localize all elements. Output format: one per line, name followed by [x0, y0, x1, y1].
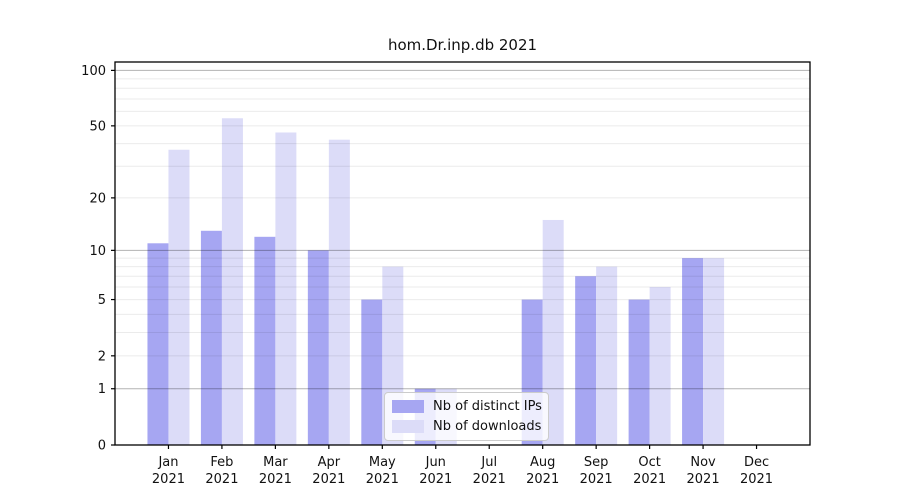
x-tick-label-year: 2021: [687, 472, 720, 487]
bar-distinct-ips: [200, 230, 222, 445]
x-tick-label-year: 2021: [633, 472, 666, 487]
y-tick-label: 50: [89, 119, 106, 134]
bar-distinct-ips: [575, 276, 597, 445]
legend-swatch-downloads: [392, 420, 424, 433]
x-tick-label-month: Nov: [690, 455, 716, 470]
bar-downloads: [221, 118, 243, 446]
bar-downloads: [328, 139, 350, 445]
chart-title: hom.Dr.inp.db 2021: [387, 36, 538, 54]
legend-label-distinct-ips: Nb of distinct IPs: [433, 399, 542, 414]
bar-downloads: [703, 258, 725, 445]
bar-downloads: [168, 149, 190, 446]
bar-downloads: [542, 219, 564, 445]
y-tick-label: 5: [98, 293, 106, 308]
x-tick-label-month: Aug: [530, 455, 555, 470]
x-tick-label-month: Jul: [480, 455, 497, 470]
x-tick-label-year: 2021: [740, 472, 773, 487]
legend-label-downloads: Nb of downloads: [433, 419, 542, 434]
bar-downloads: [649, 287, 671, 445]
y-tick-label: 20: [89, 191, 106, 206]
legend-row-distinct-ips: Nb of distinct IPs: [392, 398, 542, 415]
bar-downloads: [596, 266, 618, 445]
x-tick-label-year: 2021: [259, 472, 292, 487]
x-tick-label-year: 2021: [205, 472, 238, 487]
y-tick-label: 10: [89, 244, 106, 259]
x-tick-label-year: 2021: [312, 472, 345, 487]
x-tick-label-month: Apr: [318, 455, 341, 470]
x-tick-label-month: Mar: [263, 455, 288, 470]
x-tick-label-month: Oct: [638, 455, 660, 470]
x-tick-label-year: 2021: [580, 472, 613, 487]
y-tick-label: 100: [81, 64, 106, 79]
bar-distinct-ips: [628, 299, 650, 445]
bar-distinct-ips: [682, 258, 704, 445]
bar-downloads: [275, 132, 297, 445]
x-tick-label-month: Sep: [584, 455, 609, 470]
bar-distinct-ips: [307, 250, 329, 445]
bar-distinct-ips: [254, 236, 276, 445]
y-tick-label: 2: [98, 349, 106, 364]
x-tick-label-month: Dec: [744, 455, 769, 470]
x-tick-label-month: Jun: [425, 455, 446, 470]
legend-row-downloads: Nb of downloads: [392, 418, 542, 435]
x-tick-label-month: Jan: [157, 455, 178, 470]
bar-distinct-ips: [361, 299, 383, 445]
x-tick-label-year: 2021: [419, 472, 452, 487]
bar-distinct-ips: [147, 243, 169, 445]
legend: Nb of distinct IPs Nb of downloads: [384, 392, 549, 441]
legend-swatch-distinct-ips: [392, 400, 424, 413]
x-tick-label-year: 2021: [152, 472, 185, 487]
plot-border: [114, 61, 811, 446]
x-tick-label-year: 2021: [473, 472, 506, 487]
x-tick-label-month: May: [369, 455, 396, 470]
y-tick-label: 0: [98, 439, 106, 454]
y-tick-label: 1: [98, 382, 106, 397]
x-tick-label-year: 2021: [526, 472, 559, 487]
x-tick-label-month: Feb: [210, 455, 233, 470]
x-tick-label-year: 2021: [366, 472, 399, 487]
